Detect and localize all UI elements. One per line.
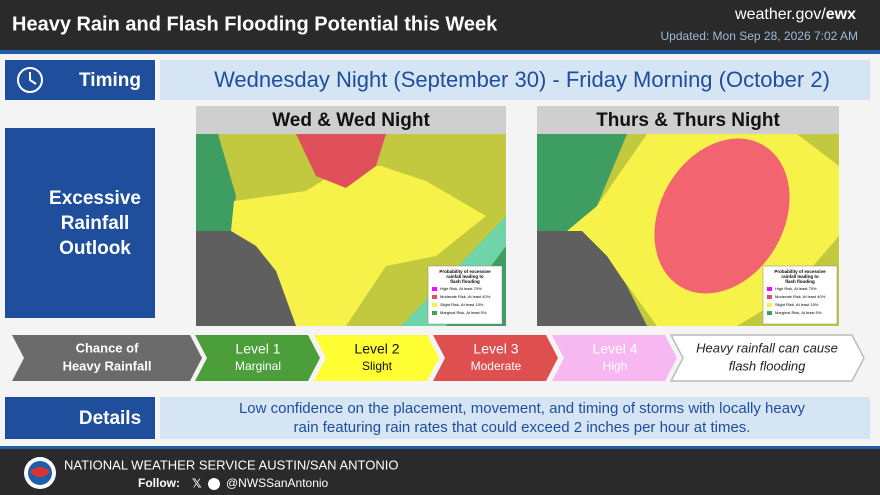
nws-logo-mark	[30, 467, 50, 477]
legend-title: flash flooding	[785, 279, 815, 284]
legend-swatch	[767, 311, 772, 315]
legend-item: High Risk, At least 70%	[440, 286, 482, 291]
legend-title: rainfall leading to	[446, 274, 484, 279]
legend-swatch	[767, 303, 772, 307]
legend-item: Slight Risk, At least 15%	[440, 302, 484, 307]
legend-swatch	[767, 287, 772, 291]
updated: Updated: Mon Sep 28, 2026 7:02 AM	[661, 29, 858, 43]
legend-title: Probability of excessive	[774, 269, 826, 274]
footer-bar	[0, 449, 880, 495]
details-text: Low confidence on the placement, movemen…	[239, 400, 806, 417]
moderate-area	[654, 138, 790, 294]
marginal-area	[196, 134, 236, 231]
footer-org: NATIONAL WEATHER SERVICE AUSTIN/SAN ANTO…	[64, 457, 398, 472]
chevron	[12, 335, 202, 381]
chevron	[195, 335, 320, 381]
details-label-box	[5, 397, 155, 439]
outlook-label: Excessive	[49, 188, 141, 209]
legend-item: High Risk, At least 70%	[775, 286, 817, 291]
legend-swatch	[432, 303, 437, 307]
header-bar	[0, 0, 880, 50]
legend-swatch	[767, 295, 772, 299]
details-label: Details	[79, 408, 141, 429]
legend-item: Marginal Risk, At least 5%	[775, 310, 822, 315]
timing-text-box	[160, 60, 870, 100]
mexico	[196, 231, 296, 326]
outlook-label: Rainfall	[61, 213, 130, 234]
legend-swatch	[432, 295, 437, 299]
level-desc: Slight	[362, 359, 393, 373]
level-name: Level 3	[473, 341, 518, 357]
legend-title: Probability of excessive	[439, 269, 491, 274]
legend-title: rainfall leading to	[781, 274, 819, 279]
legend-item: Marginal Risk, At least 5%	[440, 310, 487, 315]
legend-title: flash flooding	[450, 279, 480, 284]
header-rule	[0, 50, 880, 54]
level-name: Level 1	[235, 341, 280, 357]
chevron-label: Heavy Rainfall	[63, 358, 152, 373]
legend-item: Slight Risk, At least 15%	[775, 302, 819, 307]
chevron	[552, 335, 677, 381]
map-title: Wed & Wed Night	[272, 110, 430, 131]
footer-follow: Follow:	[138, 476, 180, 490]
facebook-icon	[208, 478, 220, 490]
slight-area	[231, 166, 486, 326]
timing-text: Wednesday Night (September 30) - Friday …	[214, 67, 830, 92]
legend-item: Moderate Risk, At least 40%	[440, 294, 491, 299]
timing-label: Timing	[79, 70, 141, 91]
outlook-label-box	[5, 128, 155, 318]
site: weather.gov/ewx	[734, 6, 856, 23]
outro-text: flash flooding	[729, 358, 806, 373]
marginal-area	[537, 134, 627, 231]
clock-hands	[29, 72, 37, 85]
x-icon: 𝕏	[192, 477, 202, 491]
chevron	[669, 334, 865, 382]
title: Heavy Rain and Flash Flooding Potential …	[12, 13, 498, 35]
site-base: weather.gov/	[734, 6, 826, 23]
level-desc: Marginal	[235, 359, 281, 373]
site-office: ewx	[826, 6, 856, 23]
map-title-band	[196, 106, 506, 134]
mexico	[537, 231, 647, 326]
legend-box	[427, 265, 503, 325]
chevron	[314, 335, 439, 381]
map-legend: Probability of excessive rainfall leadin…	[762, 265, 838, 325]
details-text-box	[160, 397, 870, 439]
chevron	[433, 335, 558, 381]
legend-box	[762, 265, 838, 325]
legend-swatch	[432, 287, 437, 291]
map-title-band	[537, 106, 839, 134]
level-desc: Moderate	[471, 359, 522, 373]
chevron-label: Chance of	[76, 340, 140, 355]
legend-item: Moderate Risk, At least 40%	[775, 294, 826, 299]
map-legend: Probability of excessive rainfall leadin…	[427, 265, 503, 325]
map-title: Thurs & Thurs Night	[596, 110, 780, 131]
moderate-area	[296, 134, 386, 188]
map: Wed & Wed Night Probability of excessive…	[196, 106, 506, 326]
legend-swatch	[432, 311, 437, 315]
clock-icon	[17, 67, 43, 93]
outlook-label: Outlook	[59, 238, 131, 259]
map: Thurs & Thurs Night Probability of exces…	[537, 106, 839, 326]
footer-handle: @NWSSanAntonio	[226, 476, 329, 490]
level-desc: High	[603, 359, 628, 373]
level-name: Level 2	[354, 341, 399, 357]
outro-text: Heavy rainfall can cause	[696, 340, 838, 355]
details-text: rain featuring rain rates that could exc…	[294, 419, 751, 436]
footer-rule	[0, 446, 880, 449]
level-name: Level 4	[592, 341, 637, 357]
